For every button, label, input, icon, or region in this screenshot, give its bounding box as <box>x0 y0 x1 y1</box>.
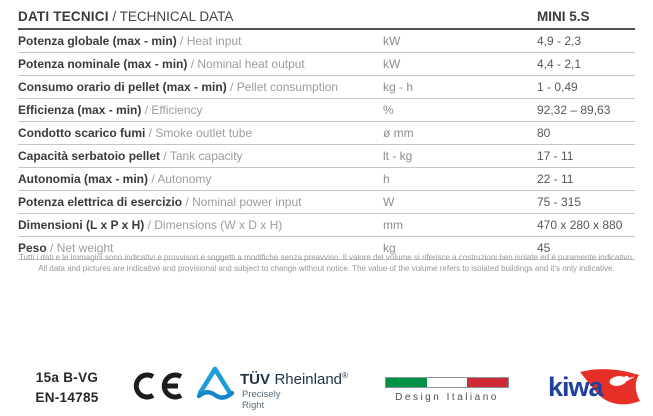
table-header: DATI TECNICI / TECHNICAL DATA MINI 5.S <box>18 6 635 30</box>
row-unit: lt - kg <box>383 149 413 163</box>
tuv-brand-bold: TÜV <box>240 371 270 388</box>
flag-red-band <box>467 378 509 387</box>
disclaimer-line-italian: Tutti i dati e le immagini sono indicati… <box>18 253 635 262</box>
row-label-italian: Efficienza (max - min) <box>18 103 142 117</box>
row-label-english: / Nominal heat output <box>187 57 305 71</box>
row-label-english: / Heat input <box>176 34 242 48</box>
row-unit: kg <box>383 241 396 255</box>
flag-green-band <box>386 378 427 387</box>
table-row: Consumo orario di pellet (max - min) / P… <box>18 76 635 99</box>
disclaimer: Tutti i dati e le immagini sono indicati… <box>0 253 653 274</box>
italian-flag-icon <box>385 377 509 388</box>
row-label-english: / Efficiency <box>141 103 203 117</box>
row-label-italian: Condotto scarico fumi <box>18 126 146 140</box>
table-row: Potenza elettrica di esercizio / Nominal… <box>18 191 635 214</box>
registered-mark: ® <box>342 371 348 380</box>
row-unit: kW <box>383 34 401 48</box>
table-row: Potenza nominale (max - min) / Nominal h… <box>18 53 635 76</box>
row-value: 92,32 – 89,63 <box>537 103 611 117</box>
row-unit: h <box>383 172 390 186</box>
row-label-english: / Tank capacity <box>160 149 243 163</box>
model-name: MINI 5.S <box>537 9 590 24</box>
tuv-wordmark: TÜV Rheinland® <box>240 371 348 389</box>
tuv-brand-rest: Rheinland <box>274 371 343 388</box>
tuv-triangle-icon <box>196 366 235 400</box>
row-label-english: / Smoke outlet tube <box>145 126 253 140</box>
row-label-english: / Autonomy <box>148 172 212 186</box>
cert-code-2: EN-14785 <box>35 390 99 405</box>
table-row: Capacità serbatoio pellet / Tank capacit… <box>18 145 635 168</box>
row-unit: % <box>383 103 394 117</box>
row-label-english: / Dimensions (W x D x H) <box>144 218 283 232</box>
cert-code-1: 15a B-VG <box>35 370 99 385</box>
table-body: Potenza globale (max - min) / Heat input… <box>18 30 635 260</box>
row-label-italian: Potenza elettrica di esercizio <box>18 195 183 209</box>
row-label-english: / Net weight <box>46 241 114 255</box>
certification-codes: 15a B-VG EN-14785 <box>22 368 112 408</box>
technical-data-table: DATI TECNICI / TECHNICAL DATA MINI 5.S P… <box>18 6 635 260</box>
kiwa-logo: kiwa <box>546 369 642 409</box>
row-value: 75 - 315 <box>537 195 582 209</box>
table-title-en: / TECHNICAL DATA <box>108 9 234 24</box>
row-value: 470 x 280 x 880 <box>537 218 623 232</box>
table-row: Potenza globale (max - min) / Heat input… <box>18 30 635 53</box>
table-title-it: DATI TECNICI <box>18 9 109 24</box>
row-label-italian: Peso <box>18 241 47 255</box>
table-row: Condotto scarico fumi / Smoke outlet tub… <box>18 122 635 145</box>
row-label-english: / Pellet consumption <box>226 80 339 94</box>
table-row: Efficienza (max - min) / Efficiency % 92… <box>18 99 635 122</box>
row-label-italian: Potenza nominale (max - min) <box>18 57 188 71</box>
certification-strip: 15a B-VG EN-14785 TÜV Rheinland® Precise… <box>0 360 653 416</box>
row-label-italian: Potenza globale (max - min) <box>18 34 177 48</box>
kiwa-flag-icon <box>580 369 640 405</box>
row-unit: ø mm <box>383 126 414 140</box>
table-row: Peso / Net weight kg 45 <box>18 237 635 260</box>
row-value: 45 <box>537 241 551 255</box>
row-value: 22 - 11 <box>537 172 574 186</box>
disclaimer-line-english: All data and pictures are indicative and… <box>38 263 615 273</box>
table-row: Dimensioni (L x P x H) / Dimensions (W x… <box>18 214 635 237</box>
design-italiano-logo: Design Italiano <box>385 377 509 403</box>
row-label-italian: Autonomia (max - min) <box>18 172 149 186</box>
row-label-italian: Dimensioni (L x P x H) <box>18 218 145 232</box>
row-label-italian: Consumo orario di pellet (max - min) <box>18 80 227 94</box>
row-unit: kW <box>383 57 401 71</box>
ce-mark-icon <box>132 371 192 406</box>
row-unit: kg - h <box>383 80 414 94</box>
tuv-tagline: Precisely Right <box>242 389 281 411</box>
row-value: 4,4 - 2,1 <box>537 57 582 71</box>
row-label-english: / Nominal power input <box>182 195 302 209</box>
row-value: 1 - 0,49 <box>537 80 578 94</box>
row-value: 4,9 - 2,3 <box>537 34 582 48</box>
row-unit: mm <box>383 218 403 232</box>
row-label-italian: Capacità serbatoio pellet <box>18 149 161 163</box>
kiwa-wordmark: kiwa <box>548 372 604 402</box>
table-row: Autonomia (max - min) / Autonomy h 22 - … <box>18 168 635 191</box>
row-unit: W <box>383 195 395 209</box>
row-value: 17 - 11 <box>537 149 574 163</box>
design-italiano-label: Design Italiano <box>395 392 499 403</box>
row-value: 80 <box>537 126 551 140</box>
flag-white-band <box>426 378 468 387</box>
